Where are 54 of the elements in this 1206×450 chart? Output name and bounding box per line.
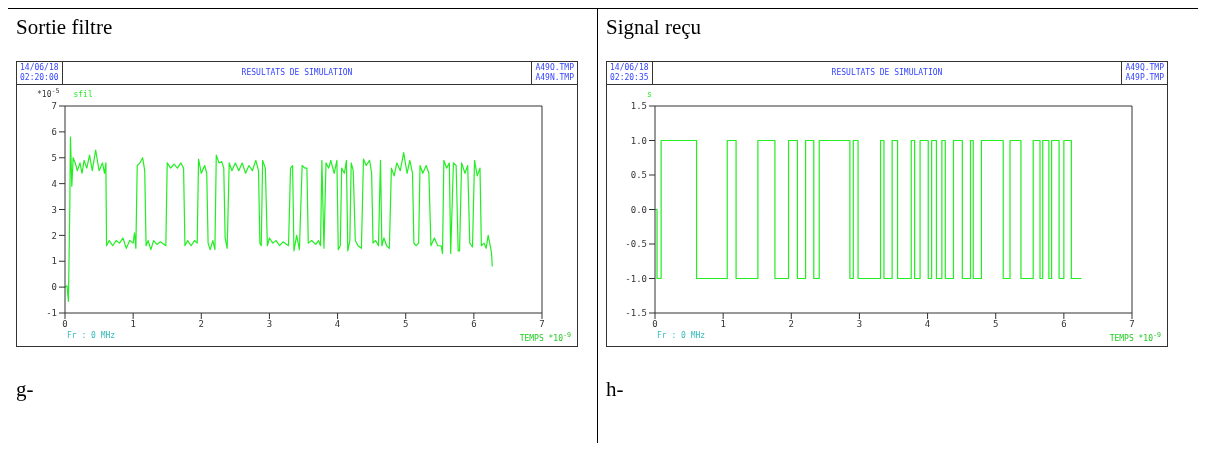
y-tick-label: -1.0 (625, 273, 647, 284)
text: 02:20:00 (20, 73, 59, 83)
y-tick-label: 0.5 (630, 170, 647, 181)
y-tick-label: -1 (46, 308, 57, 319)
text: A49O.TMP (535, 63, 574, 73)
text: g- (16, 376, 35, 402)
x-tick-label: 7 (1129, 319, 1135, 330)
y-tick-label: 0.0 (630, 204, 647, 215)
y-tick-label: 2 (51, 230, 57, 241)
y-tick-label: 1 (51, 256, 57, 267)
x-tick-label: 2 (788, 319, 794, 330)
text: A49N.TMP (535, 73, 574, 83)
y-tick-label: 3 (51, 204, 57, 215)
x-tick-label: 7 (539, 319, 545, 330)
text: Fr : 0 MHz (67, 331, 116, 342)
text: RESULTATS DE SIMULATION (830, 67, 944, 79)
x-tick-label: 3 (266, 319, 273, 330)
y-axis-title: *10$^{-5}$ (37, 87, 60, 99)
text: A49P.TMP (1125, 73, 1164, 83)
x-tick-label: 1 (130, 319, 136, 330)
x-tick-label: 2 (198, 319, 204, 330)
x-tick-label: 0 (652, 319, 658, 330)
chart-title: Sortie filtre (16, 15, 114, 41)
x-axis-title: TEMPS *10$^{-9}$ (519, 331, 571, 343)
y-tick-label: 6 (51, 127, 57, 138)
text: RESULTATS DE SIMULATION (240, 67, 354, 79)
line-series (65, 136, 493, 302)
x-tick-label: 6 (1061, 319, 1067, 330)
y-tick-label: 4 (51, 178, 57, 189)
text: s (647, 90, 652, 99)
y-tick-label: 0 (51, 282, 57, 293)
text: sfil (73, 90, 93, 99)
x-tick-label: 6 (471, 319, 477, 330)
text: h- (606, 376, 625, 402)
x-tick-label: 1 (720, 319, 726, 330)
text: 14/06/18 (20, 63, 59, 73)
x-tick-label: 4 (334, 319, 341, 330)
text: A49Q.TMP (1125, 63, 1164, 73)
x-tick-label: 3 (856, 319, 863, 330)
text: 14/06/18 (610, 63, 649, 73)
x-axis-title: TEMPS *10$^{-9}$ (1109, 331, 1161, 343)
y-tick-label: 7 (51, 101, 57, 112)
y-tick-label: 1.5 (630, 101, 647, 112)
y-tick-label: 1.0 (630, 135, 647, 146)
y-tick-label: -1.5 (625, 308, 647, 319)
text: 02:20:35 (610, 73, 649, 83)
x-tick-label: 0 (62, 319, 68, 330)
y-tick-label: -0.5 (625, 239, 647, 250)
x-tick-label: 5 (403, 319, 409, 330)
x-tick-label: 5 (993, 319, 999, 330)
chart-title: Signal reçu (606, 15, 703, 41)
x-tick-label: 4 (924, 319, 931, 330)
text: Fr : 0 MHz (657, 331, 706, 342)
y-tick-label: 5 (51, 152, 57, 163)
